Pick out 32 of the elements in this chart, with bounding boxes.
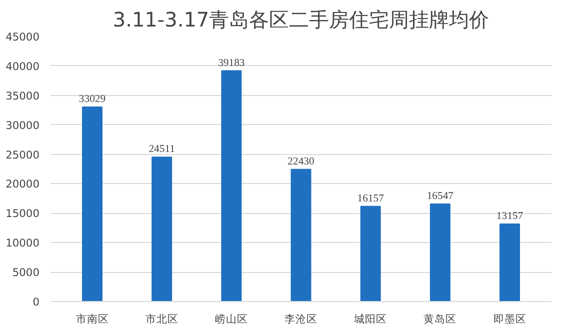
- data-label: 39183: [218, 58, 245, 69]
- bar: [221, 70, 242, 302]
- y-tick-label: 5000: [12, 266, 40, 280]
- y-tick-label: 35000: [6, 89, 40, 102]
- x-tick-label: 市南区: [76, 312, 109, 326]
- data-label: 13157: [496, 211, 524, 222]
- x-tick-label: 市北区: [145, 312, 178, 326]
- y-tick-label: 30000: [6, 118, 40, 132]
- bar: [152, 156, 172, 302]
- y-tick-label: 10000: [6, 236, 40, 250]
- data-label: 16157: [357, 193, 385, 204]
- y-tick-label: 20000: [6, 178, 40, 191]
- y-tick-label: 25000: [6, 148, 40, 162]
- y-tick-label: 45000: [6, 30, 40, 44]
- data-label: 16547: [426, 191, 454, 202]
- bar: [82, 106, 102, 302]
- x-tick-label: 黄岛区: [424, 312, 457, 326]
- bar: [500, 224, 520, 302]
- bar: [360, 206, 381, 302]
- x-tick-label: 城阳区: [353, 312, 388, 326]
- data-label: 22430: [288, 156, 314, 168]
- data-label: 33029: [78, 94, 106, 105]
- bar: [430, 204, 450, 302]
- bar: [290, 168, 312, 302]
- chart-title: 3.11-3.17青岛各区二手房住宅周挂牌均价: [112, 8, 490, 32]
- y-tick-label: 15000: [6, 207, 40, 220]
- y-tick-label: 0: [32, 296, 40, 308]
- x-tick-label: 崂山区: [214, 312, 248, 326]
- data-label: 24511: [148, 144, 175, 156]
- x-tick-label: 即墨区: [493, 312, 526, 326]
- y-tick-label: 40000: [6, 60, 40, 73]
- x-tick-label: 李沧区: [284, 312, 318, 326]
